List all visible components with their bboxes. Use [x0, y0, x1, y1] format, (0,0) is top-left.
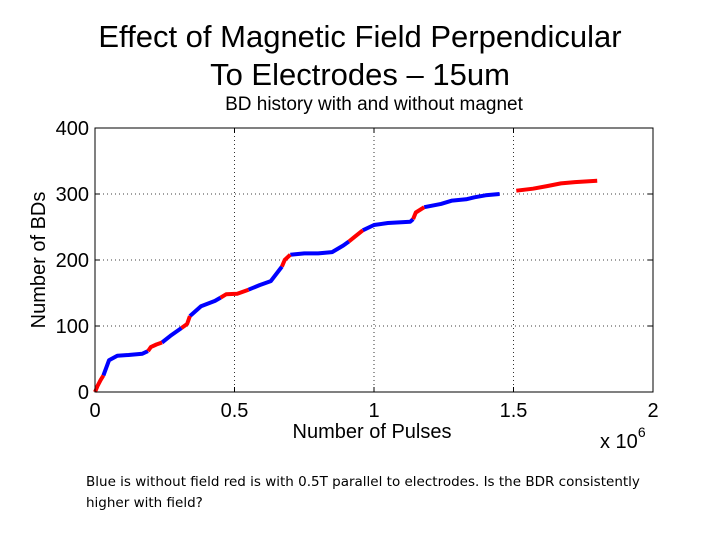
x-tick-label: 0: [89, 400, 100, 422]
series-line-segment: [411, 205, 426, 220]
x-tick-label: 2: [647, 400, 658, 422]
x-axis-label: Number of Pulses: [293, 421, 452, 443]
slide-title-line-1: Effect of Magnetic Field Perpendicular: [98, 19, 622, 54]
y-tick-label: 100: [56, 316, 89, 338]
chart-title: BD history with and without magnet: [225, 94, 524, 115]
series-line-segment: [160, 326, 183, 345]
axis-ticks: 0 0.5 1 1.5 2 0 100 200 300 400: [56, 118, 659, 422]
slide-caption: Blue is without field red is with 0.5T p…: [86, 474, 640, 511]
series-line-segment: [361, 217, 415, 233]
series-line-segment: [188, 295, 222, 318]
series-line-segment: [280, 253, 292, 268]
series-without-field: [101, 192, 500, 377]
y-tick-label: 200: [56, 250, 89, 272]
x-multiplier-label: x 106: [600, 424, 646, 453]
x-multiplier-exponent: 6: [638, 424, 646, 440]
series-line-segment: [93, 374, 106, 393]
slide-title: Effect of Magnetic Field Perpendicular T…: [0, 18, 720, 94]
series-line-segment: [101, 349, 149, 377]
grid-lines: [95, 128, 653, 392]
y-tick-label: 0: [78, 382, 89, 404]
slide-title-line-2: To Electrodes – 15um: [210, 57, 510, 92]
series-line-segment: [247, 265, 284, 292]
series-with-field: [93, 178, 598, 393]
bd-history-chart: 0 0.5 1 1.5 2 0 100 200 300 400 BD history with a…: [28, 94, 659, 453]
series-line-segment: [146, 340, 163, 353]
series-line-segment: [423, 192, 500, 210]
x-multiplier-base: x 10: [600, 431, 638, 453]
x-tick-label: 1: [368, 400, 379, 422]
y-axis-label: Number of BDs: [28, 192, 50, 329]
series-line-segment: [290, 239, 351, 257]
series-line-segment: [516, 178, 598, 193]
x-tick-label: 1.5: [500, 400, 528, 422]
series-line-segment: [219, 287, 250, 300]
series-line-segment: [180, 315, 192, 330]
y-tick-label: 400: [56, 118, 89, 140]
series-layer: [93, 178, 598, 393]
series-line-segment: [347, 228, 365, 244]
y-tick-label: 300: [56, 184, 89, 206]
x-tick-label: 0.5: [221, 400, 249, 422]
